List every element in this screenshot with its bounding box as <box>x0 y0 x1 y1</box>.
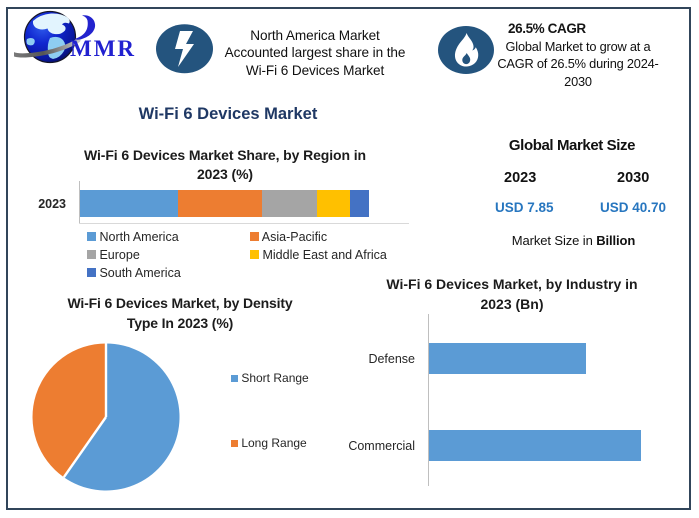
svg-text:MMR: MMR <box>70 36 136 61</box>
